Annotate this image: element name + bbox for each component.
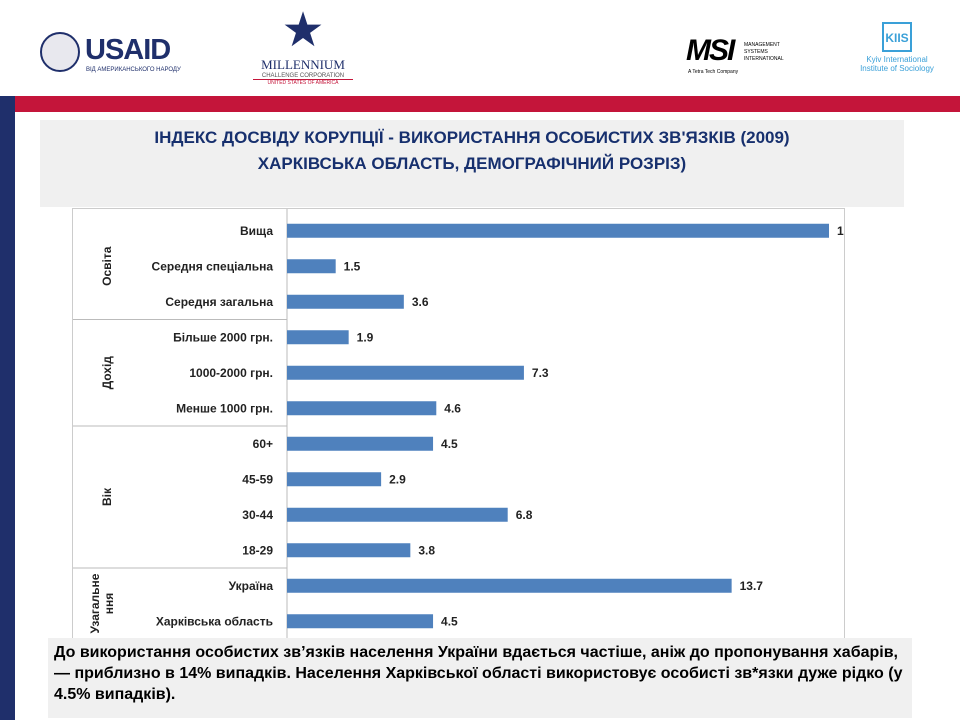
kiis-subtitle2: Institute of Sociology xyxy=(860,64,934,73)
category-label: Україна xyxy=(229,579,274,593)
bar xyxy=(287,472,382,487)
data-label: 3.6 xyxy=(412,295,429,309)
msi-tag: A Tetra Tech Company xyxy=(688,69,739,75)
category-label: 18-29 xyxy=(242,543,273,557)
bar xyxy=(287,543,411,558)
usaid-text: USAID xyxy=(85,34,171,66)
data-label: 6.8 xyxy=(516,508,533,522)
group-label: Вік xyxy=(100,487,114,506)
data-label: 1.9 xyxy=(357,330,374,344)
mcc-subtitle2: UNITED STATES OF AMERICA xyxy=(253,79,353,86)
bar xyxy=(287,330,349,345)
category-label: Менше 1000 грн. xyxy=(176,401,273,415)
data-label: 2.9 xyxy=(389,472,406,486)
usaid-subtitle: ВІД АМЕРИКАНСЬКОГО НАРОДУ xyxy=(86,67,181,73)
bar-chart: Вища 16.7 Середня спеціальна 1.5 Середня заг… xyxy=(73,209,861,647)
kiis-logo: KIIS Kyiv International Institute of Soc… xyxy=(852,22,942,80)
category-label: 60+ xyxy=(253,437,273,451)
data-label: 1.5 xyxy=(344,259,361,273)
star-icon: ★ xyxy=(281,4,325,57)
msi-subtitle: MANAGEMENT SYSTEMS INTERNATIONAL xyxy=(744,42,784,62)
mcc-subtitle: CHALLENGE CORPORATION xyxy=(261,73,345,79)
category-label: 30-44 xyxy=(242,508,273,522)
bar xyxy=(287,294,404,309)
data-label: 4.5 xyxy=(441,437,458,451)
data-label: 3.8 xyxy=(418,543,435,557)
bar xyxy=(287,436,434,451)
data-label: 13.7 xyxy=(740,579,764,593)
mcc-text: MILLENNIUM xyxy=(261,57,345,72)
data-label: 4.6 xyxy=(444,401,461,415)
navy-side-bar xyxy=(0,96,15,720)
category-label: 45-59 xyxy=(242,472,273,486)
title-line1: ІНДЕКС ДОСВІДУ КОРУПЦІЇ - ВИКОРИСТАННЯ О… xyxy=(154,128,790,147)
title-box: ІНДЕКС ДОСВІДУ КОРУПЦІЇ - ВИКОРИСТАННЯ О… xyxy=(40,120,904,207)
msi-logo: MSI MANAGEMENT SYSTEMS INTERNATIONAL A T… xyxy=(686,34,796,78)
bar xyxy=(287,614,434,629)
mcc-logo: ★ MILLENNIUM CHALLENGE CORPORATION UNITE… xyxy=(253,5,353,93)
bar xyxy=(287,365,524,380)
category-label: Більше 2000 грн. xyxy=(173,330,273,344)
group-label: Дохід xyxy=(100,356,114,390)
kiis-subtitle1: Kyiv International xyxy=(866,55,928,64)
red-header-bar xyxy=(15,96,960,112)
bar xyxy=(287,259,336,274)
usaid-seal-icon xyxy=(40,32,80,72)
group-label: Освіта xyxy=(100,246,114,286)
data-label: 4.5 xyxy=(441,614,458,628)
summary-text: До використання особистих зв’язків насел… xyxy=(54,644,903,703)
bar xyxy=(287,223,829,238)
msi-text: MSI xyxy=(686,34,735,67)
category-label: Середня загальна xyxy=(165,295,273,309)
bar xyxy=(287,507,508,522)
data-label: 16.7 xyxy=(837,224,844,238)
category-label: Харківська область xyxy=(156,614,273,628)
group-label: Узагальнення xyxy=(88,573,116,633)
bar xyxy=(287,578,732,593)
chart-area: Вища 16.7 Середня спеціальна 1.5 Середня заг… xyxy=(72,208,861,648)
category-label: Середня спеціальна xyxy=(152,259,274,273)
kiis-cube-icon: KIIS xyxy=(882,22,912,52)
category-label: 1000-2000 грн. xyxy=(189,366,273,380)
category-label: Вища xyxy=(240,224,273,238)
usaid-logo: USAID ВІД АМЕРИКАНСЬКОГО НАРОДУ xyxy=(40,32,190,77)
title-line2: ХАРКІВСЬКА ОБЛАСТЬ, ДЕМОГРАФІЧНИЙ РОЗРІЗ… xyxy=(257,154,687,173)
data-label: 7.3 xyxy=(532,366,549,380)
summary-box: До використання особистих зв’язків насел… xyxy=(48,638,912,718)
bar xyxy=(287,401,437,416)
